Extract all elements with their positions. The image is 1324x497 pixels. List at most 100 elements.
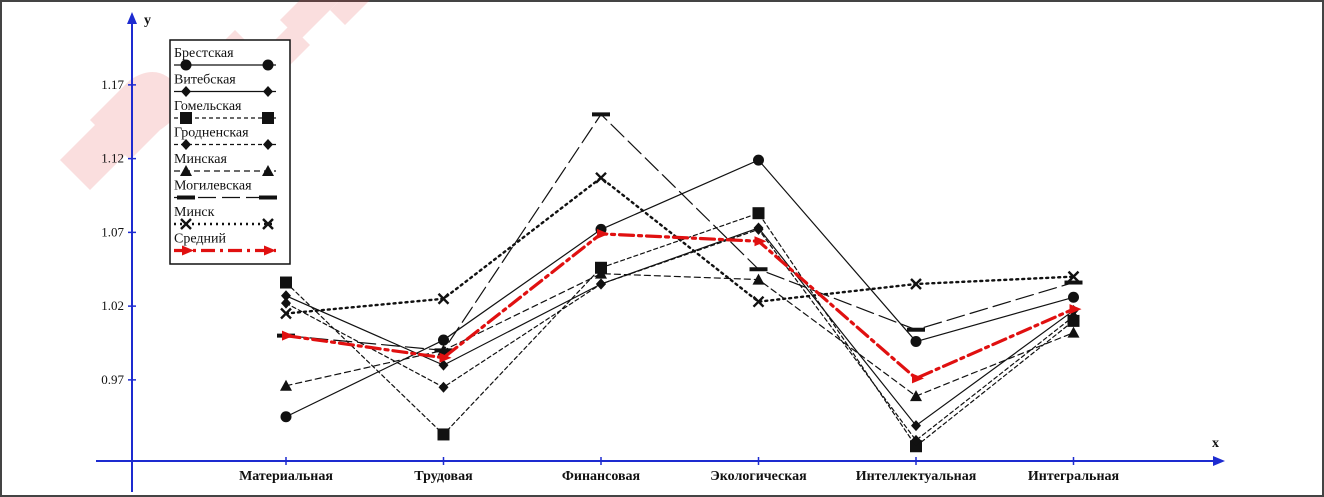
series-8 <box>282 228 1082 384</box>
series-line <box>284 176 1075 315</box>
series-line <box>285 159 1075 418</box>
marker-dash <box>592 112 610 117</box>
legend-item: Гродненская <box>174 126 276 150</box>
y-tick-label: 1.07 <box>101 224 124 239</box>
marker-diamond <box>911 420 921 432</box>
marker-arrow <box>264 245 276 256</box>
marker-cross <box>437 292 450 305</box>
legend-label: Гомельская <box>174 99 242 114</box>
series-line <box>285 227 1075 427</box>
series-6 <box>277 112 1083 353</box>
axes: yx <box>96 12 1225 492</box>
marker-triangle <box>595 267 607 279</box>
marker-diamond <box>911 434 921 446</box>
marker-square <box>262 112 274 124</box>
series-line <box>285 113 1075 352</box>
marker-circle <box>438 334 449 346</box>
x-axis-ticks: Материальная Трудовая Финансовая Экологичес… <box>239 457 1120 484</box>
legend-label: Витебская <box>174 73 236 88</box>
marker-dash <box>259 195 277 200</box>
x-tick-label: Интеллектуальная <box>856 469 977 484</box>
marker-circle <box>280 411 292 423</box>
marker-square <box>180 112 192 124</box>
marker-circle <box>910 336 922 348</box>
legend-label: Средний <box>174 232 226 247</box>
marker-cross <box>180 218 192 230</box>
marker-diamond <box>263 139 273 150</box>
legend-item: Брестская <box>174 46 276 71</box>
series-2 <box>281 222 1079 432</box>
marker-cross <box>1067 270 1080 283</box>
marker-cross <box>262 218 274 230</box>
marker-diamond <box>263 86 273 97</box>
marker-triangle <box>910 390 922 402</box>
x-tick-label: Трудовая <box>414 469 473 484</box>
marker-triangle <box>1067 326 1080 338</box>
marker-diamond <box>281 290 291 302</box>
marker-cross <box>752 295 765 308</box>
series-5 <box>280 267 1080 402</box>
series-1 <box>280 154 1079 423</box>
marker-square <box>437 428 450 441</box>
y-tick-label: 0.97 <box>101 372 124 387</box>
marker-arrow <box>597 228 609 239</box>
marker-arrow <box>282 330 294 341</box>
series-layer <box>277 112 1083 453</box>
marker-diamond <box>1068 310 1079 322</box>
marker-dash <box>749 267 768 272</box>
legend-label: Гродненская <box>174 126 249 141</box>
y-tick-label: 1.02 <box>101 298 124 313</box>
series-line <box>285 212 1075 448</box>
marker-square <box>280 276 292 289</box>
legend: Брестская Витебская Гомельская Гродненская М… <box>169 39 291 265</box>
marker-dash <box>434 348 453 353</box>
marker-diamond <box>438 359 449 371</box>
series-4 <box>281 223 1079 446</box>
marker-square <box>910 440 922 453</box>
marker-diamond <box>281 297 291 309</box>
marker-cross <box>280 307 292 320</box>
marker-triangle <box>752 273 765 285</box>
marker-circle <box>753 154 764 166</box>
legend-item: Витебская <box>174 73 276 97</box>
marker-circle <box>262 59 274 71</box>
y-axis-arrow <box>127 12 137 24</box>
y-axis-ticks: 0.97 1.02 1.07 1.12 1.17 <box>101 77 136 387</box>
marker-triangle <box>280 379 292 391</box>
marker-square <box>752 207 765 220</box>
x-tick-label: Материальная <box>239 469 333 484</box>
legend-label: Минск <box>174 205 215 220</box>
marker-triangle <box>180 165 192 176</box>
marker-diamond <box>181 86 191 97</box>
series-line <box>285 228 1075 442</box>
marker-diamond <box>181 139 191 150</box>
y-axis-name: y <box>144 13 151 28</box>
legend-label: Могилевская <box>174 179 252 194</box>
legend-item: Гомельская <box>174 99 276 124</box>
marker-dash <box>177 195 195 200</box>
legend-item: Минск <box>174 205 276 230</box>
marker-arrow <box>754 236 767 247</box>
series-7 <box>280 171 1080 320</box>
marker-diamond <box>753 223 764 235</box>
y-tick-label: 1.12 <box>101 151 124 166</box>
marker-dash <box>907 327 925 332</box>
x-axis-name: x <box>1212 436 1219 451</box>
series-line <box>285 273 1075 397</box>
marker-dash <box>1064 280 1083 285</box>
y-tick-label: 1.17 <box>101 77 124 92</box>
marker-arrow <box>182 245 194 256</box>
series-line <box>284 232 1076 381</box>
marker-arrow <box>1069 304 1082 315</box>
x-tick-label: Интегральная <box>1028 469 1120 484</box>
legend-item: Минская <box>174 152 276 176</box>
marker-cross <box>910 278 922 290</box>
marker-arrow <box>912 373 924 384</box>
legend-item: Средний <box>174 232 276 256</box>
marker-arrow <box>439 352 452 363</box>
x-tick-label: Экологическая <box>710 469 807 484</box>
legend-label: Брестская <box>174 46 234 61</box>
marker-diamond <box>596 278 606 290</box>
legend-item: Могилевская <box>174 179 277 200</box>
